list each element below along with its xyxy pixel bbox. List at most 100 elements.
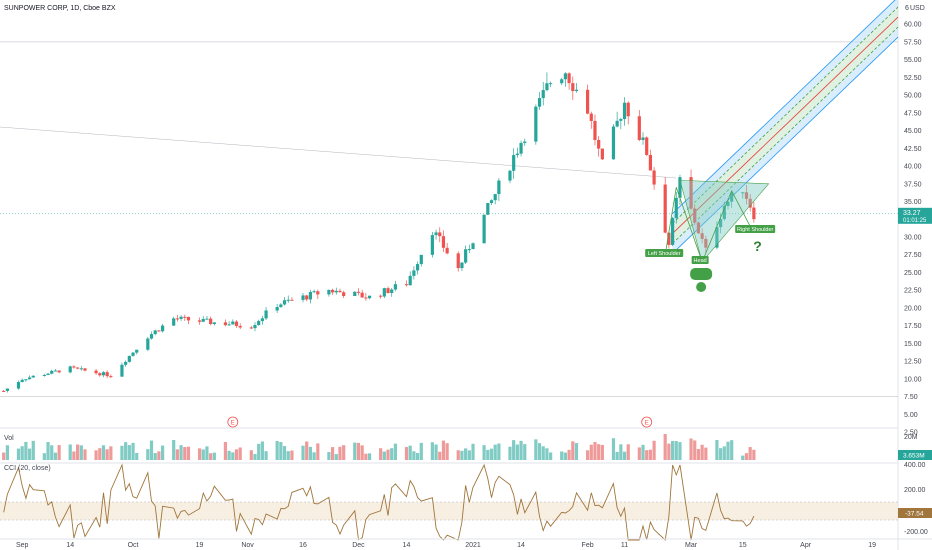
volume-bar xyxy=(674,441,678,460)
channel-band xyxy=(672,17,898,244)
candle-body xyxy=(571,83,575,92)
symbol-title: SUNPOWER CORP, 1D, Cboe BZX xyxy=(4,5,116,12)
earnings-label: E xyxy=(645,421,649,427)
candle-body xyxy=(482,214,486,244)
volume-bar xyxy=(53,452,58,460)
countdown: 01:01:25 xyxy=(903,218,927,224)
candle-body xyxy=(611,126,616,160)
volume-bar xyxy=(135,453,139,460)
candle-body xyxy=(101,372,106,376)
candle-body xyxy=(161,325,165,332)
candle-body xyxy=(98,373,102,376)
volume-bar xyxy=(253,454,257,460)
volume-bar xyxy=(696,449,701,460)
candle-body xyxy=(76,367,80,369)
cci-tick: 200.00 xyxy=(904,487,926,494)
candle-body xyxy=(186,316,191,321)
candle-body xyxy=(545,83,549,91)
candle-body xyxy=(489,200,494,204)
candle-body xyxy=(327,289,331,295)
volume-bar xyxy=(2,452,6,460)
price-tick: 7.50 xyxy=(904,394,918,401)
volume-bar xyxy=(50,445,54,460)
candle-body xyxy=(342,292,346,297)
volume-bar xyxy=(467,450,471,460)
time-tick: 14 xyxy=(403,542,411,549)
volume-bar xyxy=(648,449,653,460)
volume-bar xyxy=(541,446,545,460)
candle-body xyxy=(567,73,571,84)
candle-body xyxy=(441,236,446,248)
candle-body xyxy=(438,232,442,237)
candle-body xyxy=(412,270,416,276)
volume-bar xyxy=(693,440,697,460)
volume-bar xyxy=(5,445,9,460)
candle-body xyxy=(748,198,752,208)
earnings-marker xyxy=(641,416,653,428)
price-tick: 30.00 xyxy=(904,235,922,242)
volume-bar xyxy=(689,438,693,460)
candle-body xyxy=(419,254,423,265)
last-price-badge xyxy=(898,207,932,224)
candle-body xyxy=(253,325,257,329)
candle-body xyxy=(353,291,357,297)
volume-bar xyxy=(342,445,346,460)
volume-bar xyxy=(597,444,601,460)
volume-bar xyxy=(353,442,357,460)
candle-body xyxy=(120,364,124,377)
time-tick: 11 xyxy=(621,542,628,549)
volume-bar xyxy=(98,448,102,460)
volume-bar xyxy=(611,438,616,460)
candle-body xyxy=(223,322,228,326)
candle-body xyxy=(50,370,54,374)
price-tick: 22.50 xyxy=(904,288,922,295)
price-tick: 57.50 xyxy=(904,39,922,46)
candle-body xyxy=(593,120,597,140)
volume-bar xyxy=(249,450,253,460)
candle-body xyxy=(105,372,109,377)
volume-bar xyxy=(260,441,264,460)
volume-bar xyxy=(275,441,279,460)
candle-body xyxy=(460,262,464,269)
volume-bar xyxy=(537,443,542,460)
volume-bar xyxy=(76,444,80,460)
candles xyxy=(2,72,756,393)
candle-body xyxy=(209,318,213,325)
volume-bar xyxy=(637,447,641,460)
price-tick: 27.50 xyxy=(904,252,922,259)
volume-bar xyxy=(626,444,630,460)
candle-body xyxy=(386,288,390,294)
price-tick: 52.50 xyxy=(904,75,922,82)
candle-body xyxy=(486,203,490,215)
candle-body xyxy=(338,290,342,293)
channel-band xyxy=(672,0,898,224)
volume-bar xyxy=(330,447,335,460)
volume-bar xyxy=(523,444,527,460)
volume-bar xyxy=(257,443,261,460)
volume-bar xyxy=(430,442,434,460)
volume-bar xyxy=(286,451,290,460)
candle-body xyxy=(493,194,497,201)
volume-bar xyxy=(301,445,305,460)
cci-label: CCI (20, close) xyxy=(4,465,51,472)
candle-body xyxy=(497,180,501,195)
candle-body xyxy=(704,238,708,248)
volume-current: 3.653M xyxy=(903,453,925,460)
price-tick: 12.50 xyxy=(904,359,922,366)
candle-body xyxy=(515,153,519,156)
candle-body xyxy=(512,155,516,171)
candle-body xyxy=(286,299,290,301)
volume-bar xyxy=(46,442,50,460)
volume-bar xyxy=(493,444,497,460)
candle-body xyxy=(722,206,726,220)
candle-body xyxy=(537,98,542,107)
volume-bar xyxy=(290,450,294,460)
candle-body xyxy=(72,366,76,368)
volume-bar xyxy=(334,454,338,460)
volume-bar xyxy=(615,451,619,460)
volume-bar xyxy=(445,443,449,460)
volume-bar xyxy=(327,452,331,460)
price-tick: 55.00 xyxy=(904,57,922,64)
volume-bar xyxy=(744,453,749,460)
